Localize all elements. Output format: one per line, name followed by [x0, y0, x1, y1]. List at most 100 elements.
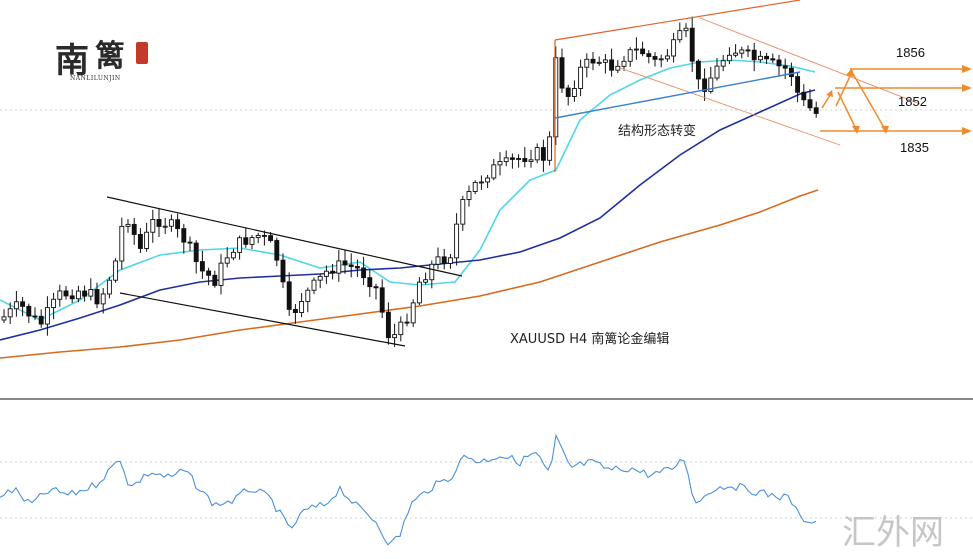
candle-body — [751, 49, 757, 61]
candle-body — [212, 274, 218, 286]
candle-body — [311, 279, 317, 291]
instrument-label: XAUUSD H4 南篱论金编辑 — [510, 331, 669, 347]
candle-body — [423, 279, 429, 283]
candle-body — [82, 290, 88, 297]
candle-body — [162, 225, 168, 228]
candle-body — [119, 225, 125, 262]
candle-body — [336, 260, 342, 274]
grid — [0, 109, 973, 519]
right-channel — [554, 0, 801, 172]
candle-body — [261, 234, 267, 237]
candle-body — [615, 65, 621, 71]
candle-body — [379, 287, 385, 313]
candle-body — [20, 301, 26, 307]
candle-body — [454, 223, 460, 259]
candlesticks — [1, 16, 819, 347]
candle-body — [571, 88, 577, 97]
svg-text:NANLILUNJIN: NANLILUNJIN — [70, 75, 121, 82]
candle-body — [168, 219, 174, 227]
candle-body — [44, 307, 50, 325]
candle-body — [509, 157, 515, 160]
candle-body — [609, 59, 615, 71]
candle-body — [652, 56, 658, 60]
candle-body — [522, 158, 528, 162]
candle-body — [175, 219, 181, 230]
candle-body — [385, 311, 391, 339]
candle-body — [782, 65, 788, 69]
candle-body — [7, 308, 13, 318]
candle-body — [764, 55, 770, 60]
oscillator-line — [0, 433, 817, 546]
candle-body — [218, 262, 224, 286]
candle-body — [491, 164, 497, 179]
candle-body — [801, 91, 807, 101]
candle-body — [757, 55, 763, 61]
candle-body — [726, 54, 732, 62]
candle-body — [472, 181, 478, 192]
candle-body — [497, 160, 503, 166]
candle-body — [739, 49, 745, 54]
ma-fast-line — [0, 59, 816, 321]
watermark: 汇外网 — [842, 513, 944, 553]
candle-body — [63, 290, 69, 297]
left-channel — [106, 196, 463, 347]
candle-body — [57, 290, 63, 300]
candle-body — [404, 321, 410, 324]
candle-body — [51, 298, 57, 309]
candle-body — [770, 58, 776, 61]
candle-body — [460, 199, 466, 225]
ma-mid-line — [0, 89, 816, 341]
candle-body — [813, 107, 819, 114]
candle-body — [150, 219, 156, 233]
candle-body — [516, 158, 522, 160]
candle-body — [342, 260, 348, 266]
candle-body — [671, 39, 677, 57]
svg-text:南: 南 — [55, 41, 89, 81]
structure-annotation: 结构形态转变 — [618, 123, 696, 139]
candle-body — [69, 295, 75, 300]
candle-body — [323, 270, 329, 277]
candle-body — [1, 316, 7, 321]
candle-body — [292, 308, 298, 313]
candle-body — [255, 234, 261, 239]
candle-body — [677, 30, 683, 41]
candle-body — [776, 59, 782, 67]
candle-body — [280, 259, 286, 283]
right-channel-thin — [619, 17, 921, 146]
candle-body — [435, 256, 441, 265]
candle-body — [565, 87, 571, 97]
candle-body — [578, 66, 584, 89]
candle-body — [745, 49, 751, 52]
candle-body — [206, 270, 212, 276]
candle-body — [268, 235, 274, 241]
candle-body — [429, 263, 435, 281]
candle-body — [788, 67, 794, 78]
candle-body — [75, 290, 81, 300]
candle-body — [125, 223, 131, 227]
candle-body — [807, 99, 813, 109]
candle-body — [633, 48, 639, 51]
price-level-1856: 1856 — [896, 45, 925, 60]
candle-body — [13, 301, 19, 310]
moving-averages — [0, 59, 819, 359]
candle-body — [131, 223, 137, 235]
candle-body — [528, 159, 534, 162]
candle-body — [373, 286, 379, 289]
candle-body — [392, 334, 398, 339]
candle-body — [398, 321, 404, 336]
candle-body — [689, 27, 695, 62]
candle-body — [658, 58, 664, 61]
candle-body — [137, 234, 143, 249]
candle-body — [230, 251, 236, 259]
arrow-heads — [826, 65, 972, 135]
candle-body — [305, 289, 311, 302]
candle-body — [106, 279, 112, 295]
candle-body — [646, 53, 652, 57]
candle-body — [627, 49, 633, 62]
price-level-1835: 1835 — [900, 140, 929, 155]
candle-body — [596, 61, 602, 64]
candle-body — [683, 27, 689, 32]
candle-body — [32, 315, 38, 318]
candle-body — [249, 237, 255, 245]
candle-body — [733, 52, 739, 56]
